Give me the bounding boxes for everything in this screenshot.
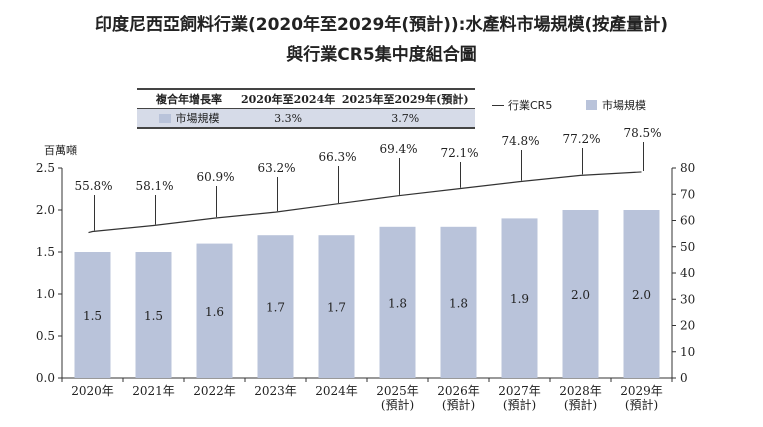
bar-legend-icon xyxy=(586,100,597,110)
bar-market-size xyxy=(623,210,660,378)
bar-value-label: 2.0 xyxy=(632,288,651,302)
cagr-header-label: 複合年增長率 xyxy=(137,88,241,109)
y-right-tick-label: 20 xyxy=(680,319,695,333)
line-cr5 xyxy=(88,171,642,234)
cagr-value-period2: 3.7% xyxy=(335,108,476,129)
chart-title-line2: 與行業CR5集中度組合圖 xyxy=(286,45,477,65)
bar-value-label: 1.5 xyxy=(144,309,163,323)
cagr-row-label-text: 市場規模 xyxy=(175,112,220,125)
y-right-tick-label: 0 xyxy=(680,371,688,385)
x-tick-label: 2025年 xyxy=(376,384,419,398)
x-tick-label: 2027年 xyxy=(498,384,541,398)
bar-market-size xyxy=(562,210,599,378)
bar-value-label: 1.5 xyxy=(83,309,102,323)
y-right-tick-label: 60 xyxy=(680,214,695,228)
y-right-tick-label: 50 xyxy=(680,240,695,254)
bar-market-size xyxy=(440,226,477,378)
legend-item-market-size: 市場規模 xyxy=(586,97,646,113)
y-left-axis-label: 百萬噸 xyxy=(44,143,77,157)
cr5-value-label: 60.9% xyxy=(196,170,234,184)
chart-title-line1: 印度尼西亞飼料行業(2020年至2029年(預計)):水產料市場規模(按產量計) xyxy=(94,15,669,35)
cr5-value-label: 63.2% xyxy=(257,161,295,175)
x-tick-label: (預計) xyxy=(625,397,658,412)
y-left-tick-label: 1.5 xyxy=(36,245,55,259)
cr5-value-label: 77.2% xyxy=(562,132,600,146)
bar-value-label: 1.7 xyxy=(327,301,346,315)
y-right-tick-label: 10 xyxy=(680,345,695,359)
bar-value-label: 1.9 xyxy=(510,292,529,306)
cr5-value-label: 69.4% xyxy=(379,142,417,156)
x-tick-label: (預計) xyxy=(503,397,536,412)
bar-value-label: 1.8 xyxy=(449,296,468,310)
bar-market-size xyxy=(318,235,355,378)
bar-market-size xyxy=(501,218,538,378)
cagr-row-label: 市場規模 xyxy=(137,108,241,129)
y-right-tick-label: 80 xyxy=(680,161,695,175)
bar-market-size xyxy=(257,235,294,378)
x-tick-label: 2023年 xyxy=(254,384,297,398)
y-left-tick-label: 2.5 xyxy=(36,161,55,175)
x-tick-label: 2029年 xyxy=(620,384,663,398)
y-right-tick-label: 70 xyxy=(680,187,695,201)
bar-value-label: 2.0 xyxy=(571,288,590,302)
legend-item-cr5: 行業CR5 xyxy=(492,97,552,113)
x-tick-label: 2022年 xyxy=(193,384,236,398)
cagr-value-period1: 3.3% xyxy=(241,108,336,129)
cr5-value-label: 72.1% xyxy=(440,146,478,160)
cagr-table: 複合年增長率 2020年至2024年 2025年至2029年(預計) 市場規模 … xyxy=(137,88,476,129)
y-left-tick-label: 0.5 xyxy=(36,329,55,343)
bar-market-size xyxy=(379,226,416,378)
x-tick-label: 2028年 xyxy=(559,384,602,398)
x-tick-label: 2024年 xyxy=(315,384,358,398)
x-tick-label: 2021年 xyxy=(132,384,175,398)
y-right-tick-label: 30 xyxy=(680,292,695,306)
x-tick-label: (預計) xyxy=(381,397,414,412)
bar-swatch-icon xyxy=(158,114,171,123)
bar-value-label: 1.6 xyxy=(205,305,224,319)
bar-market-size xyxy=(74,252,111,378)
line-legend-icon xyxy=(492,105,504,106)
cr5-value-label: 78.5% xyxy=(623,126,661,140)
legend-label-market-size: 市場規模 xyxy=(602,99,646,112)
x-tick-label: 2026年 xyxy=(437,384,480,398)
cagr-header-period1: 2020年至2024年 xyxy=(241,88,336,109)
y-left-tick-label: 2.0 xyxy=(36,203,55,217)
y-left-tick-label: 1.0 xyxy=(36,287,55,301)
x-tick-label: (預計) xyxy=(442,397,475,412)
x-tick-label: 2020年 xyxy=(71,384,114,398)
cr5-value-label: 66.3% xyxy=(318,150,356,164)
cr5-value-label: 55.8% xyxy=(74,179,112,193)
y-left-tick-label: 0.0 xyxy=(36,371,55,385)
cagr-header-period2: 2025年至2029年(預計) xyxy=(335,88,476,109)
bar-market-size xyxy=(196,243,233,378)
cr5-value-label: 74.8% xyxy=(501,134,539,148)
bar-value-label: 1.8 xyxy=(388,296,407,310)
x-tick-label: (預計) xyxy=(564,397,597,412)
cr5-value-label: 58.1% xyxy=(135,179,173,193)
bar-value-label: 1.7 xyxy=(266,301,285,315)
y-right-tick-label: 40 xyxy=(680,266,695,280)
bar-market-size xyxy=(135,252,172,378)
legend-label-cr5: 行業CR5 xyxy=(508,99,553,112)
